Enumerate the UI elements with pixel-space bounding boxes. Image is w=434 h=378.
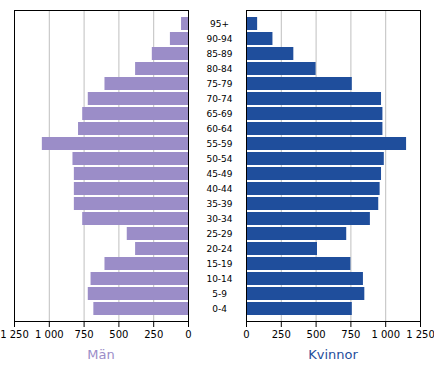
svg-text:80-84: 80-84 <box>206 64 232 74</box>
svg-text:60-64: 60-64 <box>206 124 232 134</box>
svg-text:65-69: 65-69 <box>206 109 232 119</box>
svg-text:20-24: 20-24 <box>206 244 232 254</box>
svg-text:250: 250 <box>272 329 291 340</box>
svg-text:15-19: 15-19 <box>206 259 232 269</box>
svg-text:1 250: 1 250 <box>406 329 434 340</box>
svg-text:50-54: 50-54 <box>206 154 232 164</box>
svg-text:55-59: 55-59 <box>206 139 232 149</box>
svg-text:250: 250 <box>144 329 163 340</box>
svg-text:0: 0 <box>185 329 191 340</box>
svg-text:500: 500 <box>307 329 326 340</box>
svg-text:35-39: 35-39 <box>206 199 232 209</box>
svg-text:0: 0 <box>243 329 249 340</box>
svg-text:85-89: 85-89 <box>206 49 232 59</box>
svg-text:750: 750 <box>341 329 360 340</box>
svg-text:0-4: 0-4 <box>212 304 227 314</box>
svg-text:1 250: 1 250 <box>0 329 29 340</box>
svg-text:70-74: 70-74 <box>206 94 232 104</box>
html-text:Kvinnor: Kvinnor <box>308 347 358 362</box>
svg-text:90-94: 90-94 <box>206 34 232 44</box>
svg-text:750: 750 <box>75 329 94 340</box>
svg-text:75-79: 75-79 <box>206 79 232 89</box>
svg-text:5-9: 5-9 <box>212 289 227 299</box>
svg-text:1 000: 1 000 <box>371 329 400 340</box>
svg-text:30-34: 30-34 <box>206 214 232 224</box>
svg-text:40-44: 40-44 <box>206 184 232 194</box>
svg-text:500: 500 <box>109 329 128 340</box>
svg-text:45-49: 45-49 <box>206 169 232 179</box>
svg-text:1 000: 1 000 <box>35 329 64 340</box>
html-text:Män: Män <box>87 347 115 362</box>
svg-text:25-29: 25-29 <box>206 229 232 239</box>
svg-text:10-14: 10-14 <box>206 274 232 284</box>
svg-text:95+: 95+ <box>210 19 229 29</box>
